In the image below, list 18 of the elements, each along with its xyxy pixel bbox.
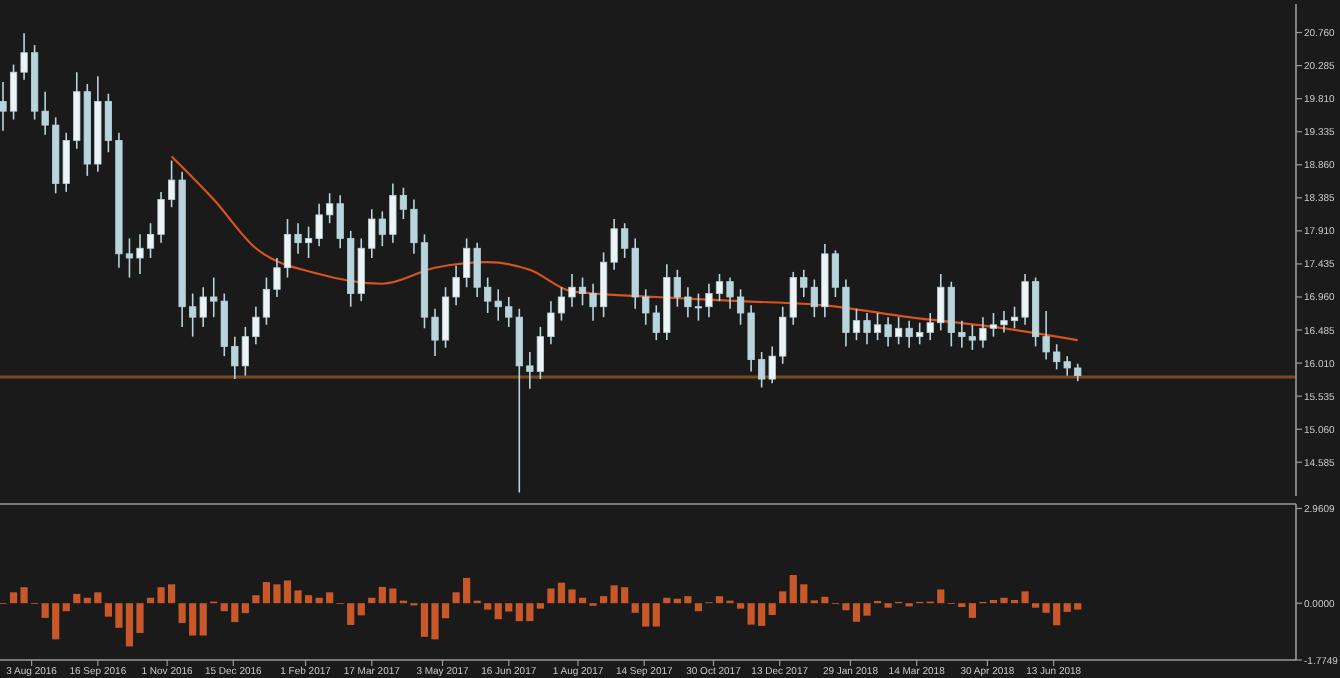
bar	[968, 603, 976, 618]
bar	[357, 603, 365, 616]
bar	[768, 603, 776, 616]
bar	[779, 591, 787, 604]
bar	[484, 603, 492, 610]
bar	[536, 603, 544, 609]
bar	[652, 603, 660, 627]
line-series	[170, 155, 1079, 342]
bar	[73, 593, 81, 604]
bar	[199, 603, 207, 636]
bar	[694, 603, 703, 612]
bar	[62, 603, 70, 612]
bar	[663, 597, 671, 604]
bar	[368, 597, 376, 604]
bar	[241, 603, 249, 614]
bar	[252, 595, 260, 604]
bar	[600, 596, 608, 604]
bar	[736, 603, 745, 609]
